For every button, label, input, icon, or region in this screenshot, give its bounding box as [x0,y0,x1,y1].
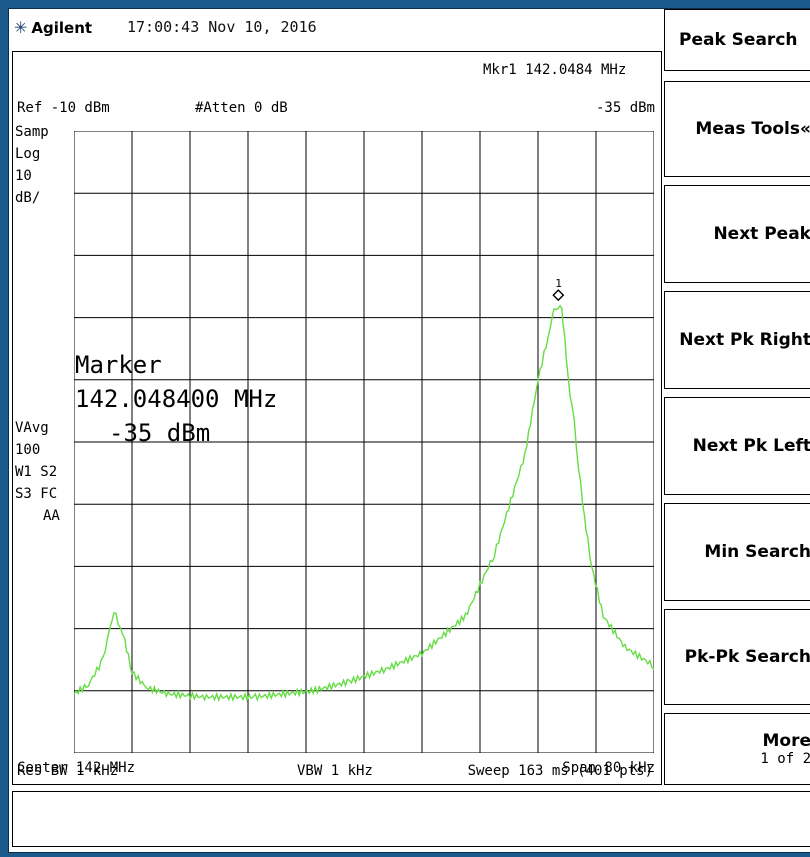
spectrum-screen: Mkr1 142.0484 MHz Ref -10 dBm #Atten 0 d… [12,51,662,785]
trace-mode-w1s2: W1 S2 [15,464,58,480]
softkey-label: Meas Tools« [695,119,810,139]
marker-frequency-readout: Mkr1 142.0484 MHz [483,62,627,78]
video-average: VAvg [15,420,49,436]
header-bar: ✳ Agilent 17:00:43 Nov 10, 2016 [9,9,659,49]
brand-logo: ✳ Agilent [14,18,92,37]
softkey-next-pk-right[interactable]: Next Pk Right [664,291,810,389]
softkey-min-search[interactable]: Min Search [664,503,810,601]
starburst-logo-icon: ✳ [14,18,28,37]
datetime: 17:00:43 Nov 10, 2016 [127,18,317,36]
marker-diamond-icon [552,289,565,302]
scale-type: Log [15,146,41,162]
spectrum-plot: 1 [74,131,654,753]
softkey-label: Min Search [704,542,810,562]
marker-annotation-title: Marker [75,351,162,379]
video-average-count: 100 [15,442,41,458]
video-bandwidth: VBW 1 kHz [297,763,373,779]
scale-unit: dB/ [15,190,41,206]
frequency-span: Span 80 kHz [562,760,655,776]
detector-mode: Samp [15,124,49,140]
softkey-label: Next Pk Left [692,436,810,456]
softkey-sublabel: 1 of 2 [760,751,810,767]
softkey-peak-search[interactable]: Peak Search [664,9,810,71]
trace-mode-aa: AA [43,508,60,524]
marker-annotation-amplitude: -35 dBm [109,419,211,447]
reference-level: Ref -10 dBm [17,100,110,116]
center-frequency: Center 142 MHz [17,760,136,776]
softkey-meas-tools[interactable]: Meas Tools« [664,81,810,177]
softkey-label: Next Peak [713,224,810,244]
marker-annotation: Marker 142.048400 MHz -35 dBm [75,348,277,450]
analyzer-display: ✳ Agilent 17:00:43 Nov 10, 2016 Mkr1 142.… [8,8,810,853]
status-bar [12,791,810,847]
marker-amplitude-readout: -35 dBm [595,100,655,116]
sweep-time: Sweep 163 ms (401 pts) [467,763,653,779]
softkey-panel: Peak Search Meas Tools« Next Peak Next P… [662,9,810,791]
softkey-label: Next Pk Right [679,330,810,350]
graticule [74,131,654,753]
scale-value: 10 [15,168,32,184]
softkey-next-pk-left[interactable]: Next Pk Left [664,397,810,495]
softkey-label: Pk-Pk Search [684,647,810,667]
marker-annotation-frequency: 142.048400 MHz [75,385,278,413]
spectrum-trace [74,304,654,703]
softkey-next-peak[interactable]: Next Peak [664,185,810,283]
softkey-label: More [762,731,810,751]
softkey-more[interactable]: More 1 of 2 [664,713,810,785]
marker-number: 1 [555,277,562,290]
softkey-label: Peak Search [679,30,798,50]
resolution-bandwidth: Res BW 1 kHz [17,763,119,779]
softkey-pk-pk-search[interactable]: Pk-Pk Search [664,609,810,705]
brand-name: Agilent [31,19,93,37]
trace-mode-s3fc: S3 FC [15,486,58,502]
attenuation: #Atten 0 dB [195,100,288,116]
